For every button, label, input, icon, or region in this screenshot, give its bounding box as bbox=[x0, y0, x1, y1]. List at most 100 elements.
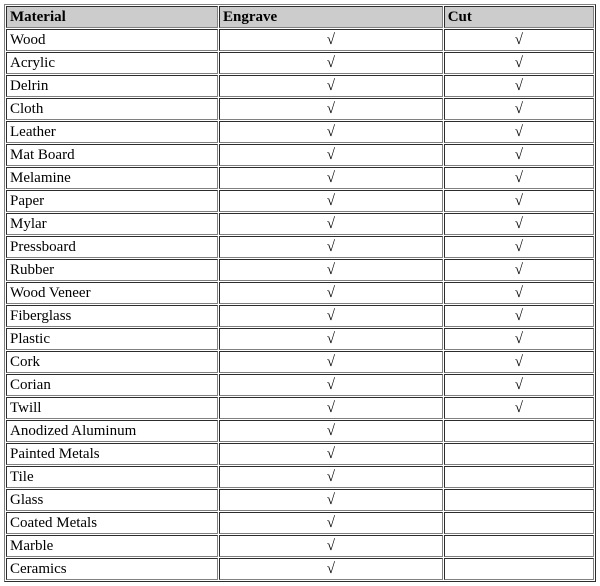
cell-engrave: √ bbox=[219, 489, 443, 511]
table-row: Delrin√√ bbox=[6, 75, 594, 97]
cell-cut bbox=[444, 558, 594, 580]
table-row: Mylar√√ bbox=[6, 213, 594, 235]
col-header-engrave: Engrave bbox=[219, 6, 443, 28]
cell-cut bbox=[444, 512, 594, 534]
cell-cut: √ bbox=[444, 29, 594, 51]
cell-engrave: √ bbox=[219, 351, 443, 373]
cell-engrave: √ bbox=[219, 236, 443, 258]
table-row: Wood√√ bbox=[6, 29, 594, 51]
table-row: Corian√√ bbox=[6, 374, 594, 396]
cell-engrave: √ bbox=[219, 535, 443, 557]
cell-material: Twill bbox=[6, 397, 218, 419]
table-row: Pressboard√√ bbox=[6, 236, 594, 258]
cell-cut bbox=[444, 466, 594, 488]
cell-engrave: √ bbox=[219, 512, 443, 534]
cell-engrave: √ bbox=[219, 29, 443, 51]
table-row: Cloth√√ bbox=[6, 98, 594, 120]
table-row: Rubber√√ bbox=[6, 259, 594, 281]
table-row: Painted Metals√ bbox=[6, 443, 594, 465]
cell-engrave: √ bbox=[219, 52, 443, 74]
cell-cut: √ bbox=[444, 190, 594, 212]
table-row: Plastic√√ bbox=[6, 328, 594, 350]
cell-cut bbox=[444, 443, 594, 465]
cell-cut: √ bbox=[444, 98, 594, 120]
table-row: Marble√ bbox=[6, 535, 594, 557]
table-header-row: Material Engrave Cut bbox=[6, 6, 594, 28]
cell-engrave: √ bbox=[219, 98, 443, 120]
cell-material: Leather bbox=[6, 121, 218, 143]
table-row: Anodized Aluminum√ bbox=[6, 420, 594, 442]
cell-engrave: √ bbox=[219, 558, 443, 580]
cell-material: Melamine bbox=[6, 167, 218, 189]
cell-cut: √ bbox=[444, 236, 594, 258]
cell-material: Painted Metals bbox=[6, 443, 218, 465]
cell-engrave: √ bbox=[219, 213, 443, 235]
table-row: Tile√ bbox=[6, 466, 594, 488]
cell-cut: √ bbox=[444, 351, 594, 373]
cell-cut: √ bbox=[444, 374, 594, 396]
cell-material: Ceramics bbox=[6, 558, 218, 580]
cell-cut bbox=[444, 420, 594, 442]
cell-cut: √ bbox=[444, 259, 594, 281]
cell-engrave: √ bbox=[219, 466, 443, 488]
cell-cut: √ bbox=[444, 167, 594, 189]
cell-material: Cork bbox=[6, 351, 218, 373]
cell-engrave: √ bbox=[219, 374, 443, 396]
table-row: Melamine√√ bbox=[6, 167, 594, 189]
cell-cut: √ bbox=[444, 397, 594, 419]
cell-material: Acrylic bbox=[6, 52, 218, 74]
table-row: Mat Board√√ bbox=[6, 144, 594, 166]
cell-material: Mylar bbox=[6, 213, 218, 235]
cell-engrave: √ bbox=[219, 167, 443, 189]
table-row: Wood Veneer√√ bbox=[6, 282, 594, 304]
table-row: Twill√√ bbox=[6, 397, 594, 419]
table-row: Paper√√ bbox=[6, 190, 594, 212]
cell-material: Corian bbox=[6, 374, 218, 396]
cell-material: Wood bbox=[6, 29, 218, 51]
cell-material: Wood Veneer bbox=[6, 282, 218, 304]
cell-cut bbox=[444, 535, 594, 557]
cell-engrave: √ bbox=[219, 443, 443, 465]
cell-cut: √ bbox=[444, 144, 594, 166]
col-header-cut: Cut bbox=[444, 6, 594, 28]
cell-cut: √ bbox=[444, 282, 594, 304]
col-header-material: Material bbox=[6, 6, 218, 28]
cell-material: Delrin bbox=[6, 75, 218, 97]
table-row: Leather√√ bbox=[6, 121, 594, 143]
table-body: Wood√√Acrylic√√Delrin√√Cloth√√Leather√√M… bbox=[6, 29, 594, 580]
cell-cut: √ bbox=[444, 121, 594, 143]
cell-engrave: √ bbox=[219, 190, 443, 212]
cell-engrave: √ bbox=[219, 259, 443, 281]
table-row: Coated Metals√ bbox=[6, 512, 594, 534]
materials-table: Material Engrave Cut Wood√√Acrylic√√Delr… bbox=[4, 4, 596, 582]
cell-engrave: √ bbox=[219, 75, 443, 97]
cell-engrave: √ bbox=[219, 305, 443, 327]
cell-cut: √ bbox=[444, 305, 594, 327]
cell-material: Plastic bbox=[6, 328, 218, 350]
cell-material: Marble bbox=[6, 535, 218, 557]
cell-material: Glass bbox=[6, 489, 218, 511]
cell-engrave: √ bbox=[219, 420, 443, 442]
cell-cut: √ bbox=[444, 52, 594, 74]
cell-cut: √ bbox=[444, 213, 594, 235]
cell-material: Tile bbox=[6, 466, 218, 488]
cell-material: Anodized Aluminum bbox=[6, 420, 218, 442]
cell-engrave: √ bbox=[219, 328, 443, 350]
cell-engrave: √ bbox=[219, 397, 443, 419]
cell-material: Paper bbox=[6, 190, 218, 212]
cell-cut: √ bbox=[444, 328, 594, 350]
table-row: Acrylic√√ bbox=[6, 52, 594, 74]
cell-engrave: √ bbox=[219, 282, 443, 304]
cell-material: Rubber bbox=[6, 259, 218, 281]
table-row: Fiberglass√√ bbox=[6, 305, 594, 327]
cell-cut: √ bbox=[444, 75, 594, 97]
cell-material: Fiberglass bbox=[6, 305, 218, 327]
cell-material: Mat Board bbox=[6, 144, 218, 166]
cell-material: Pressboard bbox=[6, 236, 218, 258]
table-row: Cork√√ bbox=[6, 351, 594, 373]
table-row: Glass√ bbox=[6, 489, 594, 511]
cell-material: Coated Metals bbox=[6, 512, 218, 534]
cell-material: Cloth bbox=[6, 98, 218, 120]
table-row: Ceramics√ bbox=[6, 558, 594, 580]
cell-engrave: √ bbox=[219, 144, 443, 166]
